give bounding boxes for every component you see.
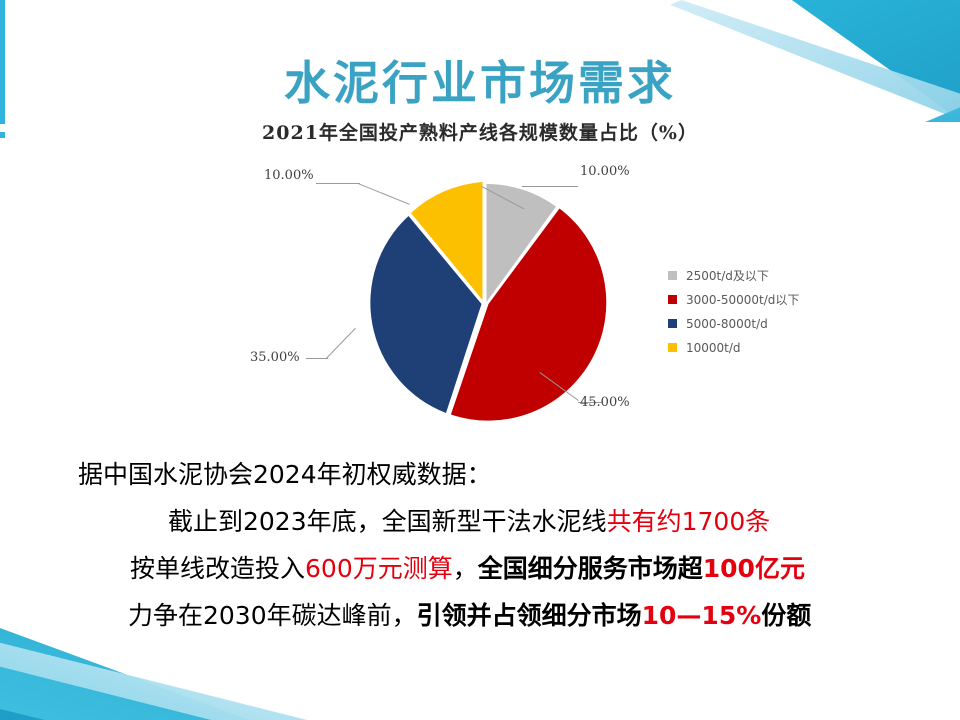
pie-chart — [360, 178, 608, 426]
body-line-3-bold: 全国细分服务市场超 — [477, 554, 703, 583]
body-line-2-normal: 截止到2023年底，全国新型干法水泥线 — [168, 507, 607, 536]
chart-subtitle: 2021年全国投产熟料产线各规模数量占比（%） — [262, 122, 698, 144]
legend-swatch-icon — [668, 271, 677, 280]
body-line-4-normal: 力争在2030年碳达峰前， — [128, 601, 417, 630]
leader-line-blue-diag — [326, 327, 356, 359]
legend-swatch-icon — [668, 295, 677, 304]
legend-swatch-icon — [668, 343, 677, 352]
pie-value-label-10000td: 10.00% — [264, 168, 314, 183]
pie-slice-10000td[interactable] — [411, 182, 483, 300]
pie-chart-svg — [370, 182, 607, 421]
chart-legend: 2500t/d及以下 3000-50000t/d以下 5000-8000t/d … — [668, 268, 898, 364]
legend-item-3000-50000td[interactable]: 3000-50000t/d以下 — [668, 292, 898, 307]
legend-label: 5000-8000t/d — [686, 316, 768, 331]
slide-title: 水泥行业市场需求 — [284, 56, 676, 110]
pie-chart-area: 10.00% 10.00% 35.00% 45.00% — [250, 150, 710, 450]
body-line-4-emphasis-share: 10—15% — [641, 601, 762, 630]
body-text-block: 据中国水泥协会2024年初权威数据： 截止到2023年底，全国新型干法水泥线共有… — [0, 462, 960, 650]
body-line-3-normal: 按单线改造投入 — [130, 554, 306, 583]
leader-line-red — [578, 402, 602, 403]
pie-value-label-2500td: 10.00% — [580, 164, 630, 179]
body-line-3: 按单线改造投入600万元测算，全国细分服务市场超100亿元 — [0, 556, 960, 581]
legend-item-10000td[interactable]: 10000t/d — [668, 340, 898, 355]
leader-line-gold — [316, 183, 360, 184]
body-line-2-emphasis: 共有约1700条 — [606, 507, 771, 536]
body-line-4-bold-tail: 份额 — [761, 601, 812, 630]
pie-slice-3000-50000td[interactable] — [450, 208, 607, 421]
pie-slice-2500td[interactable] — [486, 183, 557, 302]
pie-slice-5000-8000td[interactable] — [370, 216, 482, 413]
body-line-4: 力争在2030年碳达峰前，引领并占领细分市场10—15%份额 — [0, 603, 960, 628]
pie-value-label-5000-8000td: 35.00% — [250, 350, 300, 365]
body-line-3-comma: ， — [452, 554, 478, 583]
body-line-3-emphasis-cost: 600万元测算 — [305, 554, 453, 583]
body-line-1-text: 据中国水泥协会2024年初权威数据： — [78, 460, 492, 489]
leader-line-blue — [306, 358, 328, 359]
corner-decoration-bottom-right — [870, 704, 960, 720]
legend-swatch-icon — [668, 319, 677, 328]
legend-label: 10000t/d — [686, 340, 741, 355]
legend-item-5000-8000td[interactable]: 5000-8000t/d — [668, 316, 898, 331]
legend-label: 2500t/d及以下 — [686, 269, 769, 283]
legend-label: 3000-50000t/d以下 — [686, 293, 800, 307]
pie-value-label-3000-50000td: 45.00% — [580, 395, 630, 410]
body-line-2: 截止到2023年底，全国新型干法水泥线共有约1700条 — [0, 509, 960, 534]
body-line-3-emphasis-market: 100亿元 — [702, 554, 805, 583]
body-line-1: 据中国水泥协会2024年初权威数据： — [0, 462, 960, 487]
leader-line-gray — [522, 186, 578, 187]
legend-item-2500td[interactable]: 2500t/d及以下 — [668, 268, 898, 283]
body-line-4-bold: 引领并占领细分市场 — [416, 601, 642, 630]
